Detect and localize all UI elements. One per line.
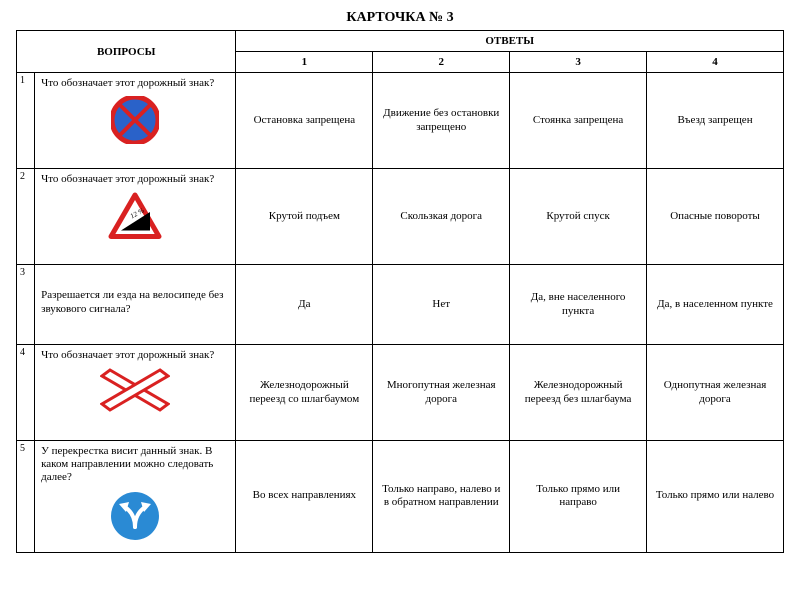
row-number: 4 <box>17 345 35 441</box>
row-number: 1 <box>17 73 35 169</box>
answer-cell-2: Нет <box>373 265 510 345</box>
table-row: 2Что обозначает этот дорожный знак? 12 %… <box>17 169 784 265</box>
table-row: 5У перекрестка висит данный знак. В како… <box>17 441 784 553</box>
answer-cell-4: Въезд запрещен <box>647 73 784 169</box>
answer-cell-4: Опасные повороты <box>647 169 784 265</box>
row-number: 2 <box>17 169 35 265</box>
question-cell: Что обозначает этот дорожный знак? <box>35 73 236 169</box>
answer-cell-3: Да, вне населенного пункта <box>510 265 647 345</box>
question-cell: Разрешается ли езда на велосипеде без зв… <box>35 265 236 345</box>
answer-cell-1: Крутой подъем <box>236 169 373 265</box>
answer-cell-2: Скользкая дорога <box>373 169 510 265</box>
row-number: 5 <box>17 441 35 553</box>
turn-left-right-sign-icon <box>110 491 160 541</box>
question-text: Что обозначает этот дорожный знак? <box>41 173 229 186</box>
answer-cell-2: Движение без остановки запрещено <box>373 73 510 169</box>
table-row: 1 Что обозначает этот дорожный знак? Оста… <box>17 73 784 169</box>
answer-cell-1: Остановка запрещена <box>236 73 373 169</box>
answer-cell-1: Да <box>236 265 373 345</box>
answer-cell-3: Стоянка запрещена <box>510 73 647 169</box>
row-number: 3 <box>17 265 35 345</box>
no-stopping-sign-icon <box>111 96 159 144</box>
question-text: Что обозначает этот дорожный знак? <box>41 77 229 90</box>
table-body: 1 Что обозначает этот дорожный знак? Оста… <box>17 73 784 553</box>
table-row: 3Разрешается ли езда на велосипеде без з… <box>17 265 784 345</box>
header-answers: ОТВЕТЫ <box>236 31 784 52</box>
road-sign: 12 % <box>41 190 229 247</box>
answer-cell-4: Только прямо или налево <box>647 441 784 553</box>
header-row-1: ВОПРОСЫ ОТВЕТЫ <box>17 31 784 52</box>
answer-cell-3: Только прямо или направо <box>510 441 647 553</box>
header-ans-3: 3 <box>510 52 647 73</box>
card-title: КАРТОЧКА № 3 <box>16 10 784 26</box>
header-ans-2: 2 <box>373 52 510 73</box>
quiz-table: ВОПРОСЫ ОТВЕТЫ 1 2 3 4 1Что обозначает э… <box>16 30 784 553</box>
answer-cell-1: Во всех направлениях <box>236 441 373 553</box>
question-cell: Что обозначает этот дорожный знак? <box>35 345 236 441</box>
header-questions: ВОПРОСЫ <box>17 31 236 73</box>
road-sign <box>41 489 229 548</box>
question-text: Что обозначает этот дорожный знак? <box>41 349 229 362</box>
road-sign <box>41 94 229 151</box>
table-row: 4 Что обозначает этот дорожный знак? Желе… <box>17 345 784 441</box>
question-cell: Что обозначает этот дорожный знак? 12 % <box>35 169 236 265</box>
answer-cell-2: Только направо, налево и в обратном напр… <box>373 441 510 553</box>
answer-cell-4: Однопутная железная дорога <box>647 345 784 441</box>
answer-cell-1: Железнодорожный переезд со шлагбаумом <box>236 345 373 441</box>
answer-cell-3: Крутой спуск <box>510 169 647 265</box>
road-sign <box>41 366 229 419</box>
question-cell: У перекрестка висит данный знак. В каком… <box>35 441 236 553</box>
header-ans-1: 1 <box>236 52 373 73</box>
answer-cell-4: Да, в населенном пункте <box>647 265 784 345</box>
answer-cell-3: Железнодорожный переезд без шлагбаума <box>510 345 647 441</box>
question-text: Разрешается ли езда на велосипеде без зв… <box>41 289 229 315</box>
answer-cell-2: Многопутная железная дорога <box>373 345 510 441</box>
question-text: У перекрестка висит данный знак. В каком… <box>41 445 229 485</box>
steep-ascent-sign-icon: 12 % <box>108 192 162 240</box>
header-ans-4: 4 <box>647 52 784 73</box>
railway-cross-sign-icon <box>100 368 170 412</box>
